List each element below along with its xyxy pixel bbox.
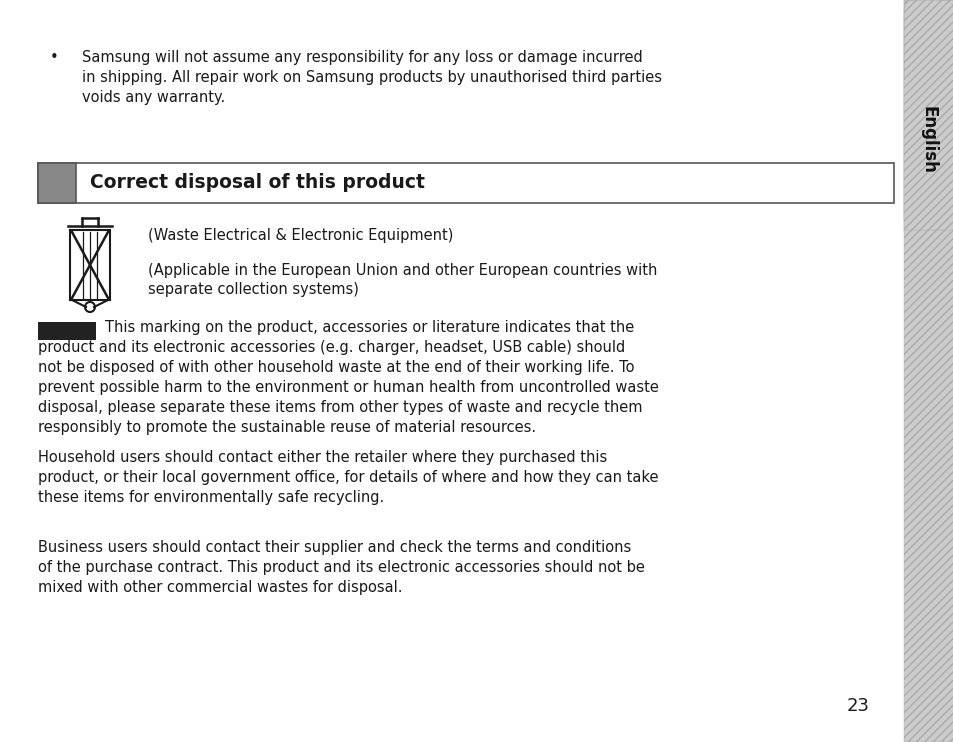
Bar (38, 163, 893, 203)
Bar (903, 0, 953, 742)
Text: Samsung will not assume any responsibility for any loss or damage incurred: Samsung will not assume any responsibili… (82, 50, 642, 65)
Text: This marking on the product, accessories or literature indicates that the: This marking on the product, accessories… (105, 320, 634, 335)
Text: (Applicable in the European Union and other European countries with: (Applicable in the European Union and ot… (148, 263, 657, 278)
Text: product, or their local government office, for details of where and how they can: product, or their local government offic… (38, 470, 658, 485)
Text: mixed with other commercial wastes for disposal.: mixed with other commercial wastes for d… (38, 580, 402, 595)
Text: (Waste Electrical & Electronic Equipment): (Waste Electrical & Electronic Equipment… (148, 228, 453, 243)
Text: 23: 23 (846, 697, 869, 715)
Text: prevent possible harm to the environment or human health from uncontrolled waste: prevent possible harm to the environment… (38, 380, 659, 395)
Bar (903, 80, 953, 230)
Bar (38, 322, 96, 340)
Text: Household users should contact either the retailer where they purchased this: Household users should contact either th… (38, 450, 607, 465)
Text: not be disposed of with other household waste at the end of their working life. : not be disposed of with other household … (38, 360, 634, 375)
Bar (38, 163, 76, 203)
Text: voids any warranty.: voids any warranty. (82, 90, 225, 105)
Text: in shipping. All repair work on Samsung products by unauthorised third parties: in shipping. All repair work on Samsung … (82, 70, 661, 85)
Text: Business users should contact their supplier and check the terms and conditions: Business users should contact their supp… (38, 540, 631, 555)
Text: •: • (50, 50, 59, 65)
FancyBboxPatch shape (903, 0, 953, 230)
Text: disposal, please separate these items from other types of waste and recycle them: disposal, please separate these items fr… (38, 400, 641, 415)
Text: of the purchase contract. This product and its electronic accessories should not: of the purchase contract. This product a… (38, 560, 644, 575)
Text: product and its electronic accessories (e.g. charger, headset, USB cable) should: product and its electronic accessories (… (38, 340, 624, 355)
Text: separate collection systems): separate collection systems) (148, 282, 358, 297)
Text: responsibly to promote the sustainable reuse of material resources.: responsibly to promote the sustainable r… (38, 420, 536, 435)
Text: Correct disposal of this product: Correct disposal of this product (90, 174, 424, 192)
Bar (903, 0, 953, 230)
Text: these items for environmentally safe recycling.: these items for environmentally safe rec… (38, 490, 384, 505)
Text: English: English (919, 106, 937, 174)
